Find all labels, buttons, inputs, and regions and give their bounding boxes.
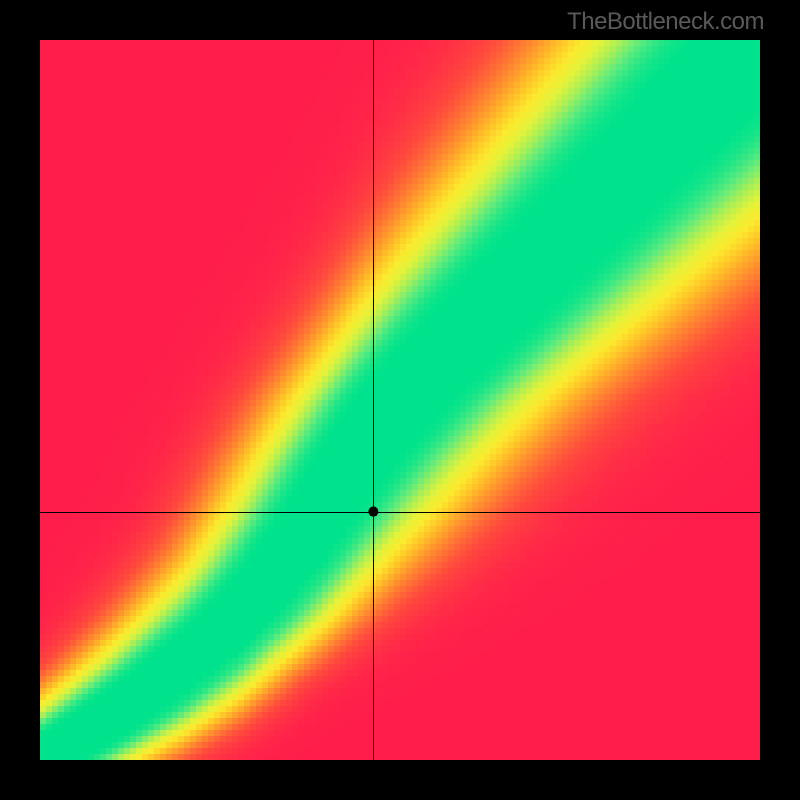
heatmap-canvas xyxy=(40,40,760,760)
watermark-text: TheBottleneck.com xyxy=(567,8,764,36)
heatmap-plot xyxy=(40,40,760,760)
chart-container: TheBottleneck.com xyxy=(0,0,800,800)
